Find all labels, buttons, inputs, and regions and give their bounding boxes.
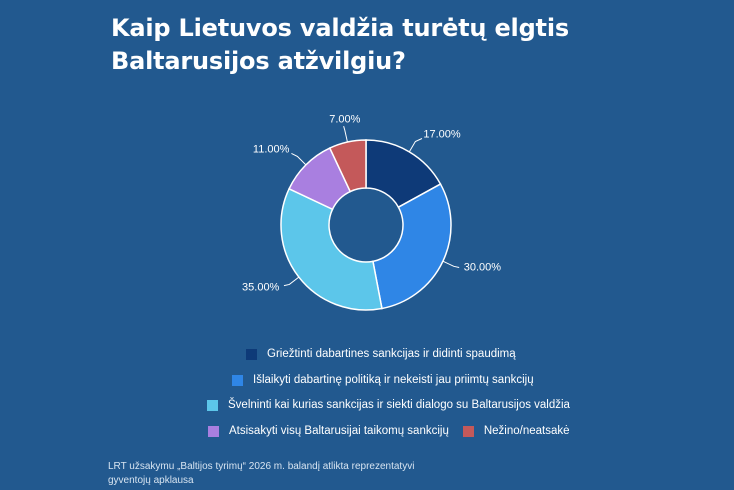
legend-swatch-4 bbox=[208, 425, 219, 437]
chart-title: Kaip Lietuvos valdžia turėtų elgtis Balt… bbox=[111, 12, 631, 78]
legend-item-3: Švelninti kai kurias sankcijas ir siekti… bbox=[207, 399, 570, 411]
data-label-5: 7.00% bbox=[329, 113, 360, 125]
legend-swatch-1 bbox=[246, 348, 257, 360]
leader-line-3 bbox=[283, 276, 300, 287]
legend-label-4: Atsisakyti visų Baltarusijai taikomų san… bbox=[229, 425, 449, 437]
data-label-3: 35.00% bbox=[242, 281, 280, 293]
chart-title-line-2: Baltarusijos atžvilgiu? bbox=[111, 47, 406, 75]
legend-item-4-5: Atsisakyti visų Baltarusijai taikomų san… bbox=[208, 425, 570, 437]
legend-item-2: Išlaikyti dabartinę politiką ir nekeisti… bbox=[232, 374, 534, 386]
legend-label-1: Griežtinti dabartines sankcijas ir didin… bbox=[267, 348, 516, 360]
leader-line-5 bbox=[343, 125, 348, 143]
donut-slice-2 bbox=[372, 183, 452, 310]
data-label-2: 30.00% bbox=[464, 261, 502, 273]
source-line-1: LRT užsakymu „Baltijos tyrimų“ 2026 m. b… bbox=[108, 461, 415, 472]
legend-label-2: Išlaikyti dabartinę politiką ir nekeisti… bbox=[253, 374, 534, 386]
data-label-4: 11.00% bbox=[253, 143, 290, 155]
legend-label-3: Švelninti kai kurias sankcijas ir siekti… bbox=[228, 399, 570, 411]
legend-label-5: Nežino/neatsakė bbox=[483, 425, 570, 437]
source-line-2: gyventojų apklausa bbox=[108, 475, 194, 486]
legend-swatch-2 bbox=[232, 374, 243, 386]
leader-line-4 bbox=[291, 152, 307, 166]
data-label-1: 17.00% bbox=[423, 129, 461, 141]
legend-swatch-5 bbox=[462, 425, 474, 437]
source-note: LRT užsakymu „Baltijos tyrimų“ 2026 m. b… bbox=[108, 460, 468, 488]
donut-slice-3 bbox=[280, 187, 383, 311]
leader-line-1 bbox=[408, 138, 423, 153]
leader-line-2 bbox=[442, 260, 460, 268]
legend-swatch-3 bbox=[207, 399, 218, 411]
chart-title-line-1: Kaip Lietuvos valdžia turėtų elgtis bbox=[111, 14, 569, 42]
legend-item-1: Griežtinti dabartines sankcijas ir didin… bbox=[246, 348, 516, 360]
donut-slice-5 bbox=[328, 139, 367, 193]
donut-chart: 17.00% 30.00% 35.00% 11.00% 7.00% bbox=[242, 113, 502, 311]
